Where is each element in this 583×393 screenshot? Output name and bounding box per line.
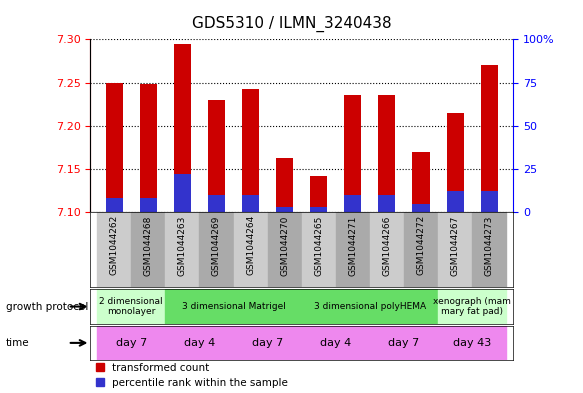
- Bar: [310, 176, 327, 212]
- Text: GSM1044270: GSM1044270: [280, 215, 289, 275]
- Bar: [166, 212, 199, 287]
- Bar: [378, 95, 395, 212]
- Bar: [166, 289, 302, 324]
- Bar: [208, 195, 225, 212]
- Bar: [472, 212, 506, 287]
- Text: day 7: day 7: [388, 338, 420, 348]
- Text: day 7: day 7: [252, 338, 283, 348]
- Text: GSM1044266: GSM1044266: [382, 215, 391, 275]
- Bar: [404, 212, 438, 287]
- Text: 3 dimensional polyHEMA: 3 dimensional polyHEMA: [314, 302, 426, 311]
- Bar: [438, 326, 506, 360]
- Text: day 4: day 4: [184, 338, 215, 348]
- Bar: [378, 195, 395, 212]
- Bar: [310, 207, 327, 212]
- Bar: [106, 83, 123, 212]
- Bar: [480, 191, 498, 212]
- Bar: [276, 158, 293, 212]
- Bar: [438, 289, 506, 324]
- Bar: [302, 289, 438, 324]
- Bar: [242, 195, 259, 212]
- Bar: [97, 212, 131, 287]
- Text: GSM1044268: GSM1044268: [144, 215, 153, 275]
- Bar: [268, 212, 302, 287]
- Bar: [106, 198, 123, 212]
- Text: growth protocol: growth protocol: [6, 301, 88, 312]
- Bar: [438, 212, 472, 287]
- Bar: [97, 326, 166, 360]
- Bar: [174, 44, 191, 212]
- Bar: [140, 84, 157, 212]
- Bar: [413, 152, 430, 212]
- Bar: [370, 212, 404, 287]
- Bar: [208, 100, 225, 212]
- Text: xenograph (mam
mary fat pad): xenograph (mam mary fat pad): [433, 297, 511, 316]
- Bar: [174, 174, 191, 212]
- Bar: [166, 326, 234, 360]
- Bar: [370, 326, 438, 360]
- Text: GDS5310 / ILMN_3240438: GDS5310 / ILMN_3240438: [192, 16, 391, 32]
- Bar: [447, 191, 463, 212]
- Bar: [447, 113, 463, 212]
- Text: GSM1044272: GSM1044272: [416, 215, 426, 275]
- Text: day 43: day 43: [453, 338, 491, 348]
- Text: GSM1044271: GSM1044271: [348, 215, 357, 275]
- Bar: [413, 204, 430, 212]
- Legend: transformed count, percentile rank within the sample: transformed count, percentile rank withi…: [96, 363, 288, 388]
- Text: day 7: day 7: [115, 338, 147, 348]
- Text: GSM1044263: GSM1044263: [178, 215, 187, 275]
- Bar: [345, 95, 361, 212]
- Text: GSM1044273: GSM1044273: [484, 215, 494, 275]
- Bar: [336, 212, 370, 287]
- Text: time: time: [6, 338, 30, 348]
- Text: 2 dimensional
monolayer: 2 dimensional monolayer: [100, 297, 163, 316]
- Text: GSM1044267: GSM1044267: [451, 215, 459, 275]
- Text: 3 dimensional Matrigel: 3 dimensional Matrigel: [181, 302, 286, 311]
- Bar: [242, 90, 259, 212]
- Bar: [140, 198, 157, 212]
- Bar: [345, 195, 361, 212]
- Bar: [302, 212, 336, 287]
- Bar: [480, 65, 498, 212]
- Bar: [131, 212, 166, 287]
- Bar: [199, 212, 234, 287]
- Bar: [302, 326, 370, 360]
- Text: GSM1044269: GSM1044269: [212, 215, 221, 275]
- Bar: [234, 212, 268, 287]
- Bar: [97, 289, 166, 324]
- Text: GSM1044262: GSM1044262: [110, 215, 119, 275]
- Bar: [234, 326, 302, 360]
- Bar: [276, 207, 293, 212]
- Text: day 4: day 4: [320, 338, 352, 348]
- Text: GSM1044264: GSM1044264: [246, 215, 255, 275]
- Text: GSM1044265: GSM1044265: [314, 215, 323, 275]
